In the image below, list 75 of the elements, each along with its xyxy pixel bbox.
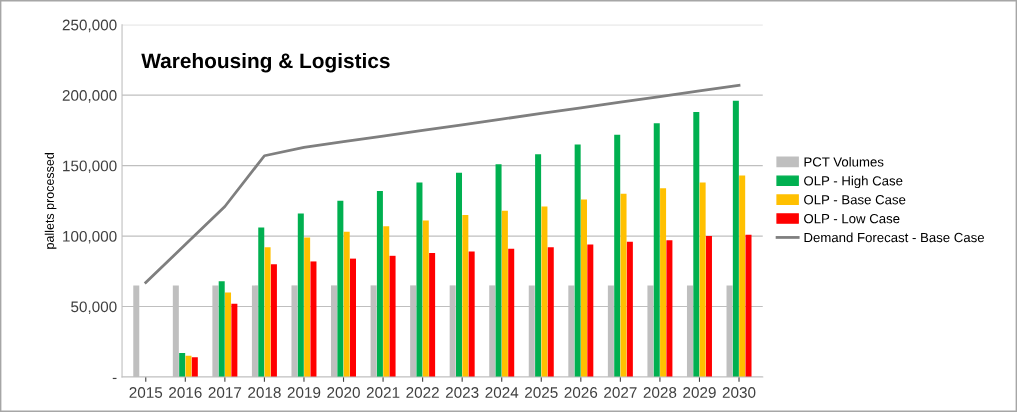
bar [626,241,633,377]
bar [705,236,712,377]
legend-label: Demand Forecast - Base Case [804,232,985,243]
x-tick-label: 2030 [722,387,756,398]
x-tick-label: 2020 [327,387,360,398]
x-tick-label: 2018 [248,387,281,398]
bar [541,206,548,377]
bar [547,247,554,377]
x-tick-label: 2027 [604,387,637,398]
bar [389,255,396,377]
x-tick-label: 2022 [406,387,439,398]
x-tick-label: 2026 [564,387,598,398]
x-tick-label: 2023 [445,387,479,398]
bar [739,175,746,377]
bar [587,244,594,377]
bar [258,227,265,377]
x-tick-label: 2025 [525,387,558,398]
bar [225,292,232,377]
bar [383,226,390,377]
legend-label: OLP - High Case [804,175,903,189]
bar [310,261,317,377]
bar [270,264,277,377]
bar [297,213,304,377]
bar [468,251,475,377]
bar [422,220,429,377]
bar [218,281,225,377]
bar [456,172,463,377]
bar [376,190,383,377]
x-tick-label: 2021 [366,387,400,398]
bar [304,237,311,377]
bar [574,144,581,377]
legend-label: PCT Volumes [804,156,884,167]
y-tick-label: 200,000 [62,90,117,103]
bar [191,357,198,377]
y-tick-label: - [112,377,117,380]
bar [699,182,706,377]
bar [693,112,700,377]
bar [666,240,673,377]
bar [185,355,192,377]
line-series [144,83,741,284]
y-tick-label: 150,000 [63,160,117,174]
bar [343,231,350,377]
bar [660,188,667,377]
bar [495,164,502,377]
bar [350,258,357,377]
bar [501,210,508,377]
legend-label: OLP - Base Case [804,195,906,205]
bar [653,123,660,377]
bar [179,353,186,377]
x-tick-label: 2024 [485,387,519,398]
y-axis-title: pallets processed [44,153,57,249]
x-tick-label: 2016 [169,387,202,398]
bar [416,182,423,377]
bar [231,303,238,377]
x-tick-label: 2015 [129,387,163,398]
bar [580,199,587,377]
bar [264,247,271,377]
bar [462,214,469,377]
bar [732,100,739,377]
bar [337,200,344,377]
bar [429,252,436,377]
bar [620,193,627,377]
bar [508,248,515,377]
legend-label: OLP - Low Case [804,213,900,224]
text: Warehousing & Logistics [141,52,390,73]
y-tick-label: 50,000 [71,301,117,315]
y-tick-label: 250,000 [62,19,117,33]
bar [535,154,542,377]
y-tick-label: 100,000 [63,230,117,244]
x-tick-label: 2019 [287,387,321,398]
bar [745,234,752,377]
x-tick-label: 2017 [208,387,242,398]
x-tick-label: 2029 [683,387,716,398]
x-tick-label: 2028 [643,387,677,398]
bar [614,134,621,377]
